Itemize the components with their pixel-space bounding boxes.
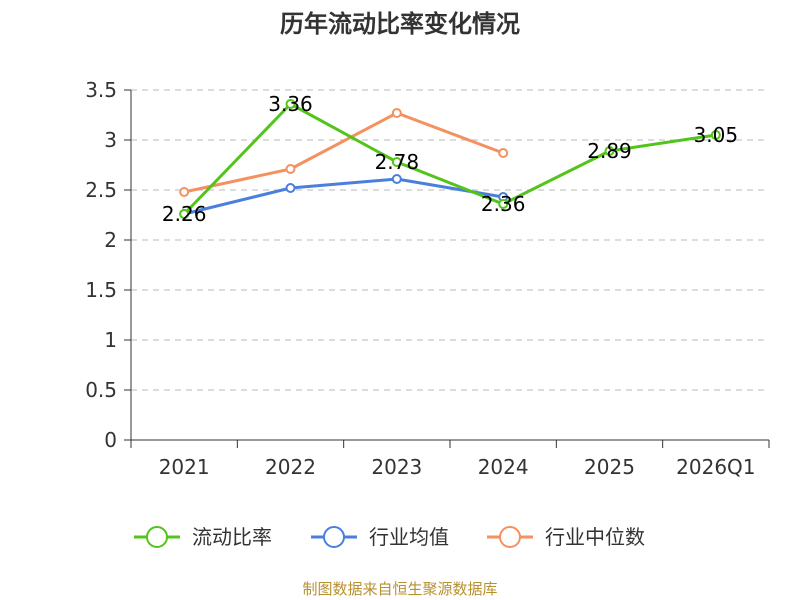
data-point xyxy=(498,199,509,209)
data-label: 2.89 xyxy=(587,139,632,163)
axes: 0 0.5 1 1.5 2 2.5 3 3.5 2021 2022 2023 2024 2025 2026… xyxy=(85,78,770,479)
y-tick-label: 2.5 xyxy=(85,178,117,202)
legend-label: 行业中位数 xyxy=(545,525,645,549)
y-tick-label: 0 xyxy=(104,428,117,452)
series-0 xyxy=(179,99,721,219)
data-point xyxy=(391,108,402,118)
y-tick-label: 1 xyxy=(104,328,117,352)
data-point xyxy=(710,130,721,140)
x-tick-label: 2023 xyxy=(371,455,422,479)
data-labels: 2.26 3.36 2.78 2.36 2.89 3.05 xyxy=(162,92,738,226)
y-tick-label: 0.5 xyxy=(85,378,117,402)
grid-lines xyxy=(131,89,769,391)
data-label: 2.78 xyxy=(375,150,420,174)
data-point xyxy=(604,146,615,156)
data-point xyxy=(179,187,190,197)
y-tick-label: 3.5 xyxy=(85,78,117,102)
legend: 流动比率 行业均值 行业中位数 xyxy=(134,525,645,549)
data-point xyxy=(285,183,296,193)
data-point xyxy=(285,164,296,174)
series-line xyxy=(183,102,717,216)
data-point xyxy=(179,209,190,219)
data-label: 3.36 xyxy=(268,92,313,116)
legend-label: 流动比率 xyxy=(192,525,272,549)
y-tick-label: 3 xyxy=(104,128,117,152)
series-line xyxy=(183,111,504,194)
legend-item-0: 流动比率 xyxy=(134,525,272,549)
data-point xyxy=(391,174,402,184)
source-note: 制图数据来自恒生聚源数据库 xyxy=(302,580,498,598)
data-point xyxy=(285,99,296,109)
legend-marker xyxy=(323,526,345,548)
series-2 xyxy=(179,108,509,197)
data-point xyxy=(498,148,509,158)
data-point xyxy=(391,157,402,167)
legend-marker xyxy=(146,526,168,548)
legend-item-2: 行业中位数 xyxy=(487,525,645,549)
x-tick-label: 2026Q1 xyxy=(676,455,755,479)
series-lines xyxy=(179,99,721,219)
data-label: 2.26 xyxy=(162,202,207,226)
y-tick-label: 2 xyxy=(104,228,117,252)
data-label: 3.05 xyxy=(694,123,739,147)
x-tick-label: 2025 xyxy=(584,455,635,479)
legend-marker xyxy=(499,526,521,548)
x-tick-label: 2022 xyxy=(265,455,316,479)
series-line xyxy=(183,177,504,216)
y-tick-label: 1.5 xyxy=(85,278,117,302)
data-label: 2.36 xyxy=(481,192,526,216)
x-tick-label: 2021 xyxy=(159,455,210,479)
x-tick-label: 2024 xyxy=(478,455,529,479)
chart-title: 历年流动比率变化情况 xyxy=(280,10,520,38)
legend-item-1: 行业均值 xyxy=(311,525,449,549)
legend-label: 行业均值 xyxy=(369,525,449,549)
